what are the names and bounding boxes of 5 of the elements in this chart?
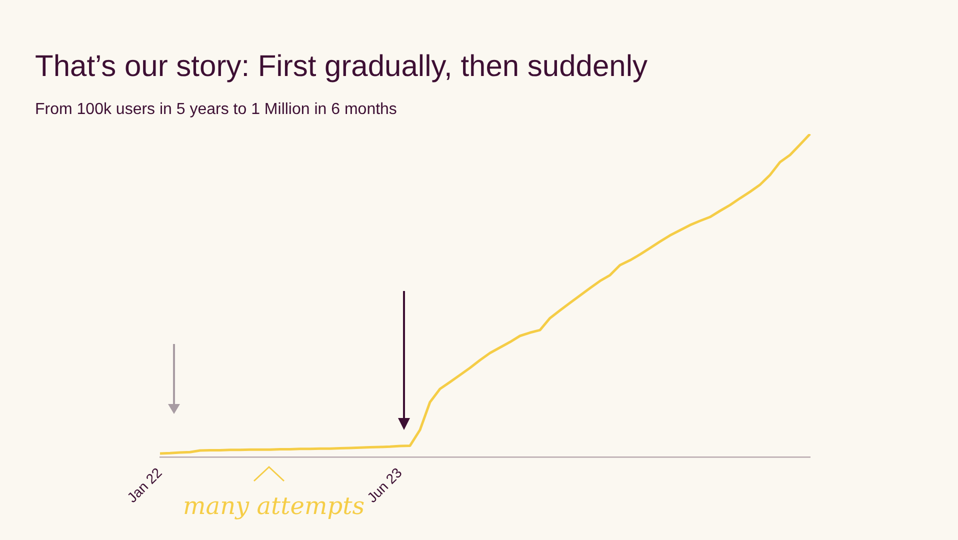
chart-subtitle: From 100k users in 5 years to 1 Million in 6 months [35,101,397,119]
x-tick-label: Jun 23 [364,464,405,506]
text: many attempts [183,492,365,520]
chart-title: That’s our story: First gradually, then suddenly [35,50,648,84]
x-tick-label: Jan 22 [124,464,165,506]
